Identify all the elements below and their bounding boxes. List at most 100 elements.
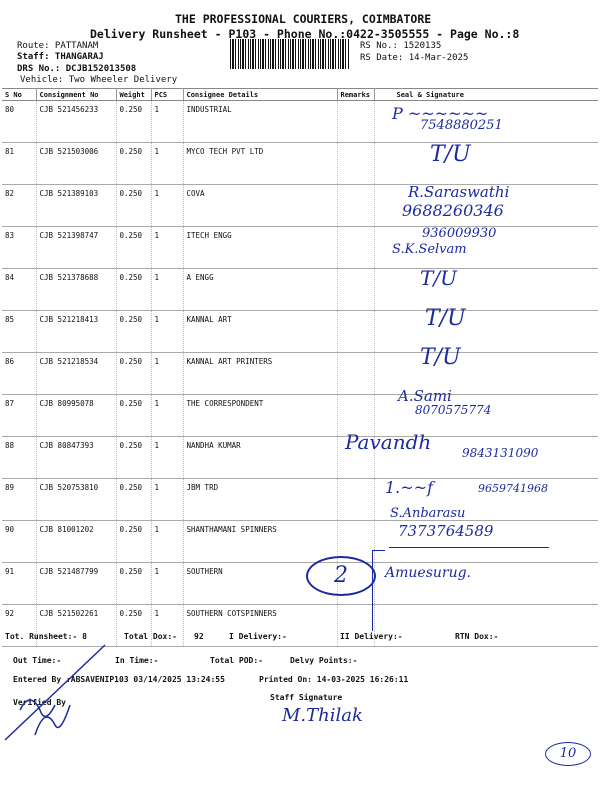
cell-seal-signature <box>374 226 598 269</box>
handwritten-name: A.Sami <box>398 387 452 405</box>
table-row: 85 CJB 521218413 0.250 1 KANNAL ART <box>2 310 598 353</box>
total-dox-value: 92 <box>194 632 204 641</box>
cell-seal-signature <box>374 310 598 353</box>
cell-seal-signature <box>374 268 598 311</box>
total-dox-label: Total Dox:- <box>124 632 177 641</box>
handwritten-phone: 9843131090 <box>462 446 539 460</box>
cell-consignee: JBM TRD <box>183 478 338 521</box>
cell-seal-signature <box>374 352 598 395</box>
table-row: 88 CJB 80847393 0.250 1 NANDHA KUMAR <box>2 436 598 479</box>
table-row: 83 CJB 521398747 0.250 1 ITECH ENGG <box>2 226 598 269</box>
cell-pcs: 1 <box>151 310 184 353</box>
cell-seal-signature <box>374 394 598 437</box>
cell-consignee: A ENGG <box>183 268 338 311</box>
cell-remarks <box>337 268 375 311</box>
cell-sno: 83 <box>2 226 37 269</box>
page-circle: 10 <box>545 742 591 766</box>
staff-signature-label: Staff Signature <box>270 693 343 702</box>
cell-pcs: 1 <box>151 226 184 269</box>
company-title: THE PROFESSIONAL COURIERS, COIMBATORE <box>175 12 432 26</box>
handwritten-tu: T/U <box>425 306 466 331</box>
cell-pcs: 1 <box>151 268 184 311</box>
printed-on: Printed On: 14-03-2025 16:26:11 <box>259 675 409 684</box>
cell-consignee: KANNAL ART <box>183 310 338 353</box>
cell-pcs: 1 <box>151 436 184 479</box>
table-row: 82 CJB 521389103 0.250 1 COVA <box>2 184 598 227</box>
column-header: S No <box>2 88 37 101</box>
handwritten-tu: T/U <box>420 266 457 290</box>
table-row: 80 CJB 521456233 0.250 1 INDUSTRIAL <box>2 100 598 143</box>
cell-consignee: SHANTHAMANI SPINNERS <box>183 520 338 563</box>
table-row: 90 CJB 81001202 0.250 1 SHANTHAMANI SPINNERS <box>2 520 598 563</box>
rs-number: RS No.: 1520135 <box>360 41 442 51</box>
cell-cno: CJB 80995078 <box>36 394 117 437</box>
cell-pcs: 1 <box>151 394 184 437</box>
cell-consignee: ITECH ENGG <box>183 226 338 269</box>
cell-sno: 81 <box>2 142 37 185</box>
cell-seal-signature <box>374 478 598 521</box>
cell-pcs: 1 <box>151 184 184 227</box>
column-header: Seal & Signature <box>374 88 598 101</box>
cell-sno: 88 <box>2 436 37 479</box>
cell-consignee: COVA <box>183 184 338 227</box>
delvy-points: Delvy Points:- <box>290 656 358 665</box>
cell-weight: 0.250 <box>116 184 152 227</box>
cell-seal-signature <box>374 520 598 563</box>
cell-weight: 0.250 <box>116 562 152 605</box>
table-row: 89 CJB 520753810 0.250 1 JBM TRD <box>2 478 598 521</box>
handwritten-tu: T/U <box>420 345 461 370</box>
handwritten-phone: 7373764589 <box>398 522 494 540</box>
drs-number: DRS No.: DCJB152013508 <box>17 64 137 74</box>
cell-weight: 0.250 <box>116 604 152 647</box>
cell-weight: 0.250 <box>116 100 152 143</box>
cell-consignee: SOUTHERN COTSPINNERS <box>183 604 338 647</box>
handwritten-name: S.Anbarasu <box>390 506 466 521</box>
handwritten-name: R.Saraswathi <box>408 183 510 201</box>
cell-consignee: INDUSTRIAL <box>183 100 338 143</box>
runsheet-table: S No Consignment No Weight PCS Consignee Det… <box>2 88 598 647</box>
cell-seal-signature <box>374 562 598 605</box>
cell-remarks <box>337 394 375 437</box>
column-header: Consignment No <box>36 88 117 101</box>
handwritten-phone: 9688260346 <box>402 201 504 220</box>
cell-weight: 0.250 <box>116 352 152 395</box>
cell-cno: CJB 521389103 <box>36 184 117 227</box>
cell-seal-signature <box>374 100 598 143</box>
cell-remarks <box>337 478 375 521</box>
circled-number: 2 <box>306 556 376 596</box>
cell-consignee: KANNAL ART PRINTERS <box>183 352 338 395</box>
tot-runsheet: Tot. Runsheet:- 8 <box>5 632 87 641</box>
entered-by: Entered By :ABSAVENIP103 03/14/2025 13:2… <box>13 675 225 684</box>
cell-cno: CJB 521378688 <box>36 268 117 311</box>
cell-weight: 0.250 <box>116 394 152 437</box>
cell-consignee: THE CORRESPONDENT <box>183 394 338 437</box>
cell-remarks <box>337 142 375 185</box>
handwritten-phone: 936009930 <box>422 226 497 241</box>
cell-cno: CJB 521456233 <box>36 100 117 143</box>
cell-cno: CJB 81001202 <box>36 520 117 563</box>
cell-weight: 0.250 <box>116 310 152 353</box>
cell-remarks <box>337 100 375 143</box>
cell-seal-signature <box>374 604 598 647</box>
signature-mark: 1.~~f <box>385 478 433 497</box>
cell-sno: 91 <box>2 562 37 605</box>
cell-weight: 0.250 <box>116 520 152 563</box>
table-row: 86 CJB 521218534 0.250 1 KANNAL ART PRINTERS <box>2 352 598 395</box>
total-pod: Total POD:- <box>210 656 263 665</box>
cell-sno: 86 <box>2 352 37 395</box>
vehicle: Vehicle: Two Wheeler Delivery <box>20 75 178 85</box>
cell-cno: CJB 521218413 <box>36 310 117 353</box>
cell-weight: 0.250 <box>116 268 152 311</box>
cell-cno: CJB 521503006 <box>36 142 117 185</box>
cell-cno: CJB 521398747 <box>36 226 117 269</box>
cell-pcs: 1 <box>151 100 184 143</box>
column-header: Weight <box>116 88 152 101</box>
rs-date: RS Date: 14-Mar-2025 <box>360 53 469 63</box>
table-row: 92 CJB 521502261 0.250 1 SOUTHERN COTSPINNER… <box>2 604 598 647</box>
ink-bracket <box>372 550 385 631</box>
barcode <box>230 39 350 69</box>
cell-sno: 89 <box>2 478 37 521</box>
cell-pcs: 1 <box>151 520 184 563</box>
cell-cno: CJB 521487799 <box>36 562 117 605</box>
cell-sno: 87 <box>2 394 37 437</box>
